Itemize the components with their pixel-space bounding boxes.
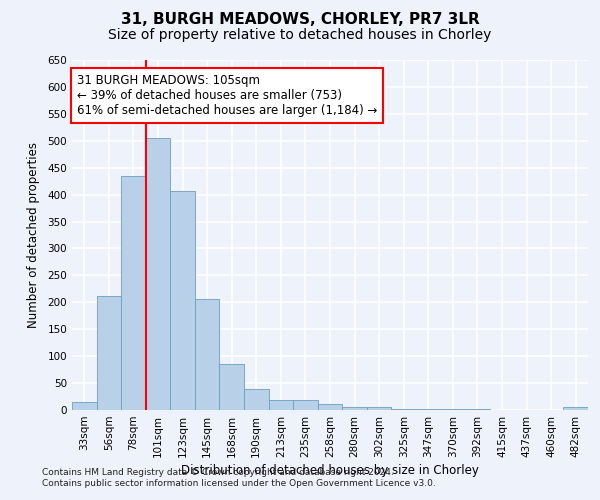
Text: Size of property relative to detached houses in Chorley: Size of property relative to detached ho… [109, 28, 491, 42]
Text: 31 BURGH MEADOWS: 105sqm
← 39% of detached houses are smaller (753)
61% of semi-: 31 BURGH MEADOWS: 105sqm ← 39% of detach… [77, 74, 377, 117]
X-axis label: Distribution of detached houses by size in Chorley: Distribution of detached houses by size … [181, 464, 479, 477]
Bar [97, 296, 121, 410]
Bar [367, 408, 391, 410]
Text: Contains HM Land Registry data © Crown copyright and database right 2024.
Contai: Contains HM Land Registry data © Crown c… [42, 468, 436, 487]
Bar [121, 176, 146, 410]
Bar [170, 192, 195, 410]
Bar [72, 402, 97, 410]
Bar [220, 364, 244, 410]
Bar [391, 409, 416, 410]
Bar [318, 404, 342, 410]
Bar [293, 400, 318, 410]
Bar [146, 138, 170, 410]
Bar [342, 407, 367, 410]
Bar [244, 389, 269, 410]
Bar [269, 400, 293, 410]
Y-axis label: Number of detached properties: Number of detached properties [28, 142, 40, 328]
Bar [563, 408, 588, 410]
Text: 31, BURGH MEADOWS, CHORLEY, PR7 3LR: 31, BURGH MEADOWS, CHORLEY, PR7 3LR [121, 12, 479, 28]
Bar [195, 298, 220, 410]
